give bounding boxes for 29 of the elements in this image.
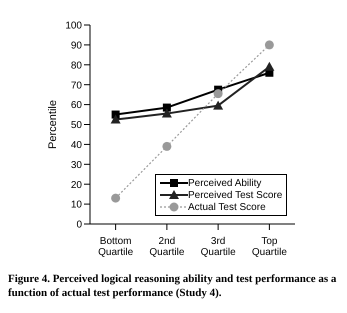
x-tick-label: Bottom Quartile: [98, 236, 134, 258]
point: [213, 100, 224, 110]
y-axis-title: Percentile: [46, 100, 59, 149]
point: [264, 62, 274, 71]
point: [162, 108, 172, 118]
x-tick-label: 3rd Quartile: [200, 236, 236, 258]
y-tick-label: 60: [70, 100, 82, 112]
point: [162, 104, 171, 112]
y-tick-label: 10: [70, 200, 82, 211]
y-tick-label: 30: [70, 160, 82, 171]
point: [214, 89, 223, 98]
caption: Figure 4. Perceived logical reasoning ability and test performance as a function of actual test performance (Study 4).: [8, 272, 338, 300]
point: [162, 142, 172, 151]
y-tick-label: 90: [70, 40, 82, 52]
point: [264, 40, 274, 50]
y-tick-label: 0: [76, 220, 82, 231]
y-tick-label: 70: [70, 80, 82, 92]
y-tick-label: 100: [65, 20, 82, 32]
legend-label: Perceived Test Score: [188, 190, 282, 200]
y-tick-label: 50: [70, 120, 82, 132]
point: [111, 194, 120, 203]
y-tick-label: 80: [70, 60, 82, 72]
legend-label: Actual Test Score: [188, 202, 266, 212]
y-tick-label: 20: [70, 180, 82, 191]
point: [110, 114, 121, 124]
legend-label: Perceived Ability: [188, 178, 262, 188]
x-tick-label: 2nd Quartile: [149, 236, 185, 258]
y-tick-label: 40: [70, 140, 82, 151]
x-tick-label: Top Quartile: [252, 236, 288, 258]
